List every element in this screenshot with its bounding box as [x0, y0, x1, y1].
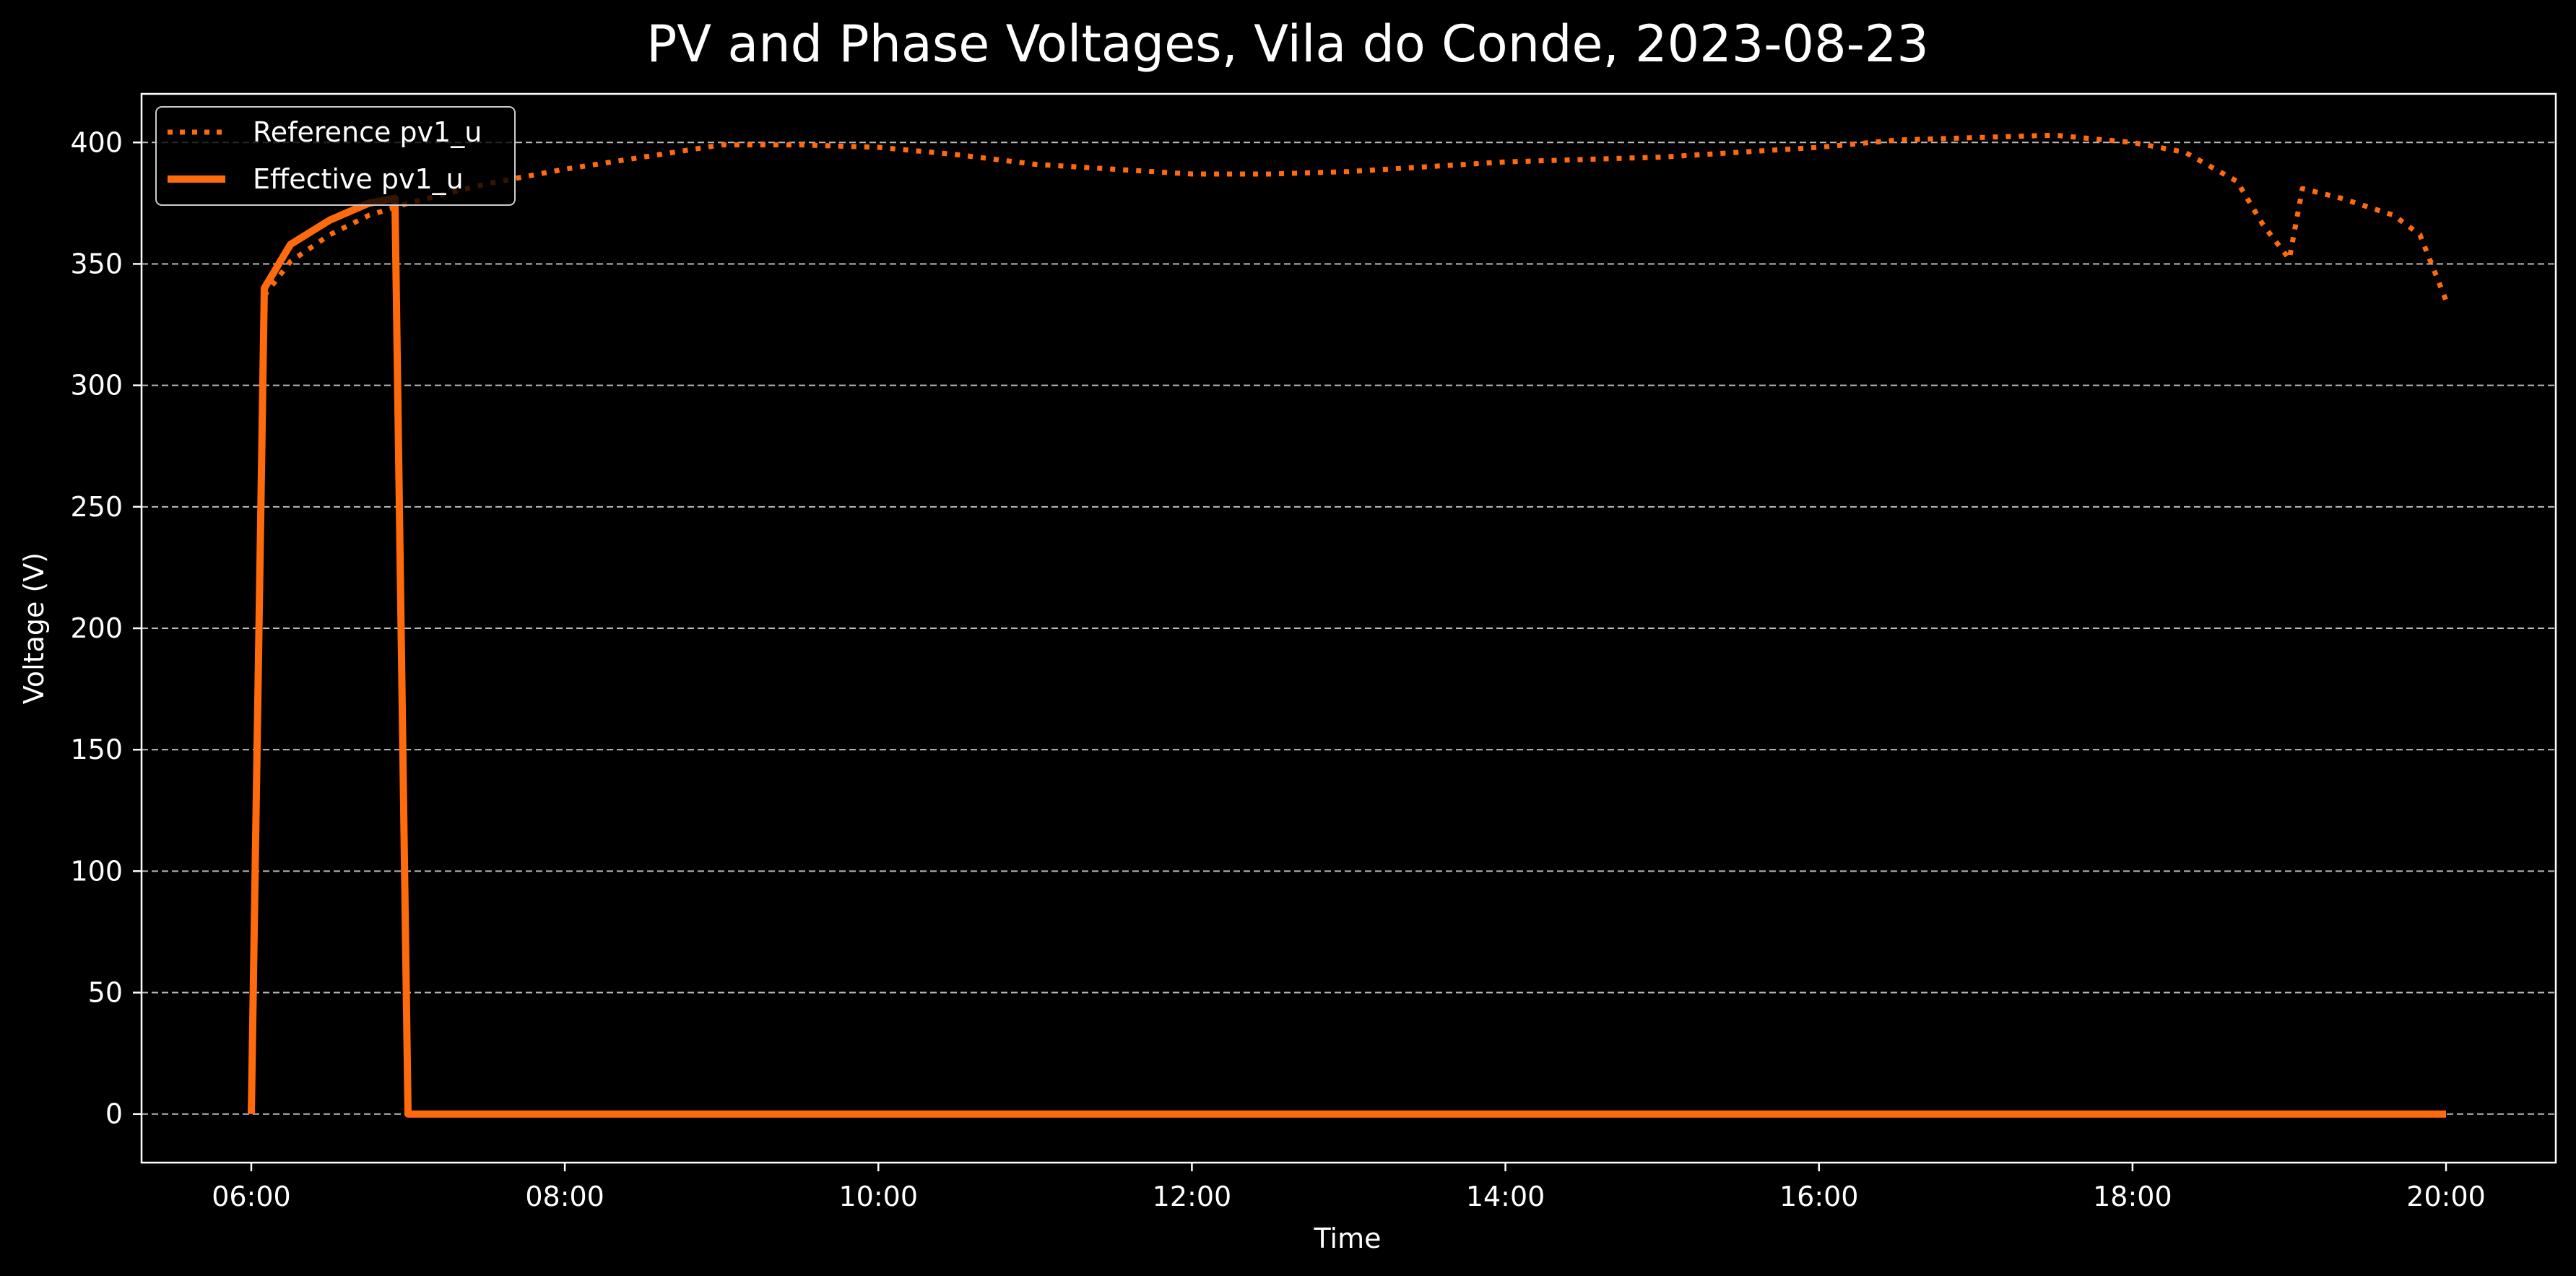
- y-axis-label: Voltage (V): [18, 552, 50, 704]
- y-tick-label: 200: [70, 612, 123, 644]
- y-tick-label: 50: [88, 977, 123, 1009]
- chart-title: PV and Phase Voltages, Vila do Conde, 20…: [646, 14, 1929, 74]
- x-tick-label: 20:00: [2406, 1181, 2486, 1212]
- x-tick-label: 12:00: [1153, 1181, 1232, 1212]
- x-tick-label: 14:00: [1466, 1181, 1545, 1212]
- x-tick-label: 06:00: [212, 1181, 291, 1212]
- y-tick-label: 150: [70, 734, 123, 765]
- y-tick-label: 350: [70, 248, 123, 279]
- y-tick-label: 100: [70, 855, 123, 887]
- x-axis-label: Time: [1314, 1223, 1382, 1254]
- y-tick-label: 300: [70, 370, 123, 402]
- x-axis-ticks: 06:00 08:00 10:00 12:00 14:00 16:00 18:00 20:00: [212, 1163, 2486, 1212]
- x-tick-label: 18:00: [2093, 1181, 2172, 1212]
- x-tick-label: 08:00: [525, 1181, 604, 1212]
- legend-box: [155, 106, 516, 206]
- y-tick-label: 0: [105, 1098, 123, 1130]
- y-axis-ticks: 0 50 100 150 200 250 300 350 400: [70, 126, 142, 1130]
- series-line-effective: [248, 194, 2446, 1118]
- legend: Reference pv1_u Effective pv1_u: [155, 106, 516, 206]
- y-tick-label: 250: [70, 491, 123, 523]
- x-tick-label: 10:00: [839, 1181, 919, 1212]
- legend-label-effective: Effective pv1_u: [253, 163, 464, 195]
- x-tick-label: 16:00: [1779, 1181, 1859, 1212]
- y-tick-label: 400: [70, 126, 123, 158]
- legend-label-reference: Reference pv1_u: [253, 116, 482, 148]
